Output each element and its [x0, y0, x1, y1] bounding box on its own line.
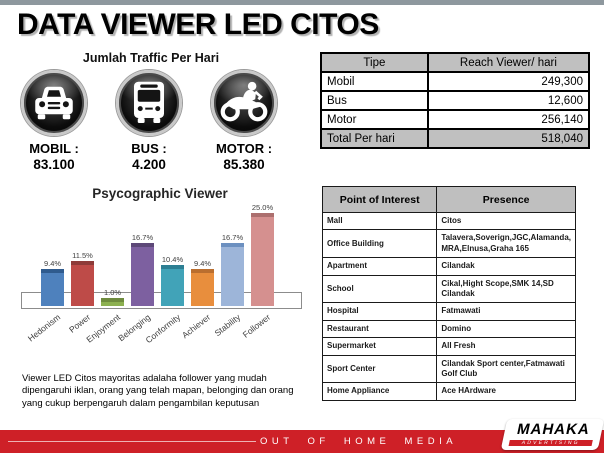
reach-row-value: 12,600 — [426, 90, 591, 111]
chart-bar-cap — [71, 261, 94, 265]
reach-table-header-reach: Reach Viewer/ hari — [426, 52, 591, 73]
chart-bar-belonging — [131, 243, 154, 306]
chart-value-label: 9.4% — [193, 259, 212, 268]
chart-bar-cap — [251, 213, 274, 217]
mahaka-logo: MAHAKA ADVERTISING — [500, 419, 604, 450]
table-row: Restaurant Domino — [321, 319, 576, 339]
traffic-value: 4.200 — [132, 156, 166, 172]
poi-row-value: Citos — [436, 211, 576, 231]
poi-row-label: Apartment — [321, 257, 438, 276]
reach-viewer-table: Tipe Reach Viewer/ hari Mobil 249,300 Bus 1… — [320, 52, 591, 149]
chart-bar-cap — [41, 269, 64, 273]
chart-value-label: 16.7% — [131, 233, 154, 242]
reach-row-value: 518,040 — [426, 128, 591, 149]
psychographic-bar-chart: Psycographic Viewer 9.4% Hedonism 11.5% Pow… — [10, 186, 310, 374]
chart-bar-achiever — [191, 269, 214, 306]
chart-value-label: 25.0% — [251, 203, 274, 212]
poi-row-value: Cilandak Sport center,Fatmawati Golf Clu… — [436, 354, 576, 384]
poi-row-label: Supermarket — [321, 337, 438, 356]
bus-icon — [116, 70, 182, 136]
reach-row-label: Mobil — [320, 71, 429, 92]
chart-bar-conformity — [161, 265, 184, 306]
footer-bar: OUT OF HOME MEDIA MAHAKA ADVERTISING — [0, 419, 604, 453]
chart-bar-cap — [191, 269, 214, 273]
traffic-label: BUS : — [131, 141, 167, 156]
chart-bar-hedonism — [41, 269, 64, 306]
poi-table-header-presence: Presence — [436, 186, 576, 213]
table-row: Mobil 249,300 — [320, 71, 591, 92]
reach-row-label: Motor — [320, 109, 429, 130]
chart-value-label: 16.7% — [221, 233, 244, 242]
table-row: Bus 12,600 — [320, 90, 591, 111]
chart-value-label: 11.5% — [72, 251, 93, 260]
traffic-label: MOBIL : — [29, 141, 79, 156]
motorcycle-icon — [211, 70, 277, 136]
chart-bar-enjoyment — [101, 298, 124, 306]
poi-row-value: Ace HArdware — [436, 382, 576, 401]
chart-value-label: 1.0% — [103, 288, 122, 297]
poi-row-value: Talavera,Soverign,JGC,Alamanda, MRA,Elnu… — [436, 229, 576, 259]
mahaka-logo-subtext: ADVERTISING — [508, 440, 593, 446]
reach-row-label: Bus — [320, 90, 429, 111]
table-row: Home Appliance Ace HArdware — [321, 382, 576, 401]
chart-bar-cap — [221, 243, 244, 247]
poi-row-label: Home Appliance — [321, 382, 438, 401]
chart-bar-stability — [221, 243, 244, 306]
poi-row-value: Domino — [436, 319, 576, 339]
traffic-item-mobil: MOBIL :83.100 — [8, 70, 100, 173]
top-divider-strip — [0, 0, 604, 5]
traffic-item-bus: BUS :4.200 — [103, 70, 195, 173]
poi-row-label: Sport Center — [321, 354, 438, 384]
poi-row-value: Fatmawati — [436, 302, 576, 321]
mahaka-logo-text: MAHAKA — [515, 421, 592, 438]
poi-row-label: Office Building — [321, 229, 438, 259]
poi-row-value: Cilandak — [436, 257, 576, 276]
chart-value-label: 9.4% — [43, 259, 62, 268]
traffic-icons-row: MOBIL :83.100 BUS :4.200 MOTOR :85.380 — [8, 70, 290, 173]
table-row: Supermarket All Fresh — [321, 337, 576, 356]
chart-title: Psycographic Viewer — [92, 186, 228, 201]
table-row: Apartment Cilandak — [321, 257, 576, 276]
traffic-label: MOTOR : — [215, 141, 273, 156]
table-row: Hospital Fatmawati — [321, 302, 576, 321]
poi-row-value: All Fresh — [436, 337, 576, 356]
poi-row-label: Restaurant — [321, 319, 438, 339]
poi-table-header-poi: Point of Interest — [321, 186, 438, 213]
car-icon — [21, 70, 87, 136]
chart-bar-power — [71, 261, 94, 306]
table-row: Office Building Talavera,Soverign,JGC,Ala… — [321, 229, 576, 259]
reach-row-label: Total Per hari — [320, 128, 429, 149]
reach-row-value: 256,140 — [426, 109, 591, 130]
chart-bar-follower — [251, 213, 274, 306]
page-title: DATA VIEWER LED CITOS — [17, 8, 379, 41]
point-of-interest-table: Point of Interest Presence Mall Citos Offi… — [321, 186, 576, 401]
chart-bar-cap — [131, 243, 154, 247]
reach-row-value: 249,300 — [426, 71, 591, 92]
table-row: Mall Citos — [321, 211, 576, 231]
table-row: School Cikal,Hight Scope,SMK 14,SD Ciland… — [321, 274, 576, 304]
table-row: Sport Center Cilandak Sport center,Fatmaw… — [321, 354, 576, 384]
footer-tagline: OUT OF HOME MEDIA — [260, 436, 458, 447]
table-row: Total Per hari 518,040 — [320, 128, 591, 149]
poi-row-value: Cikal,Hight Scope,SMK 14,SD Cilandak — [436, 274, 576, 304]
viewer-note-text: Viewer LED Citos mayoritas adalaha follo… — [22, 373, 294, 409]
traffic-section-heading: Jumlah Traffic Per Hari — [82, 51, 220, 65]
reach-table-header-tipe: Tipe — [320, 52, 429, 73]
chart-value-label: 10.4% — [161, 255, 184, 264]
traffic-value: 83.100 — [33, 156, 75, 172]
chart-bar-cap — [161, 265, 184, 269]
footer-divider-line — [8, 441, 256, 442]
traffic-value: 85.380 — [223, 156, 265, 172]
poi-row-label: School — [321, 274, 438, 304]
poi-row-label: Mall — [321, 211, 438, 231]
chart-bar-cap — [101, 298, 124, 302]
traffic-item-motor: MOTOR :85.380 — [198, 70, 290, 173]
table-row: Motor 256,140 — [320, 109, 591, 130]
poi-row-label: Hospital — [321, 302, 438, 321]
